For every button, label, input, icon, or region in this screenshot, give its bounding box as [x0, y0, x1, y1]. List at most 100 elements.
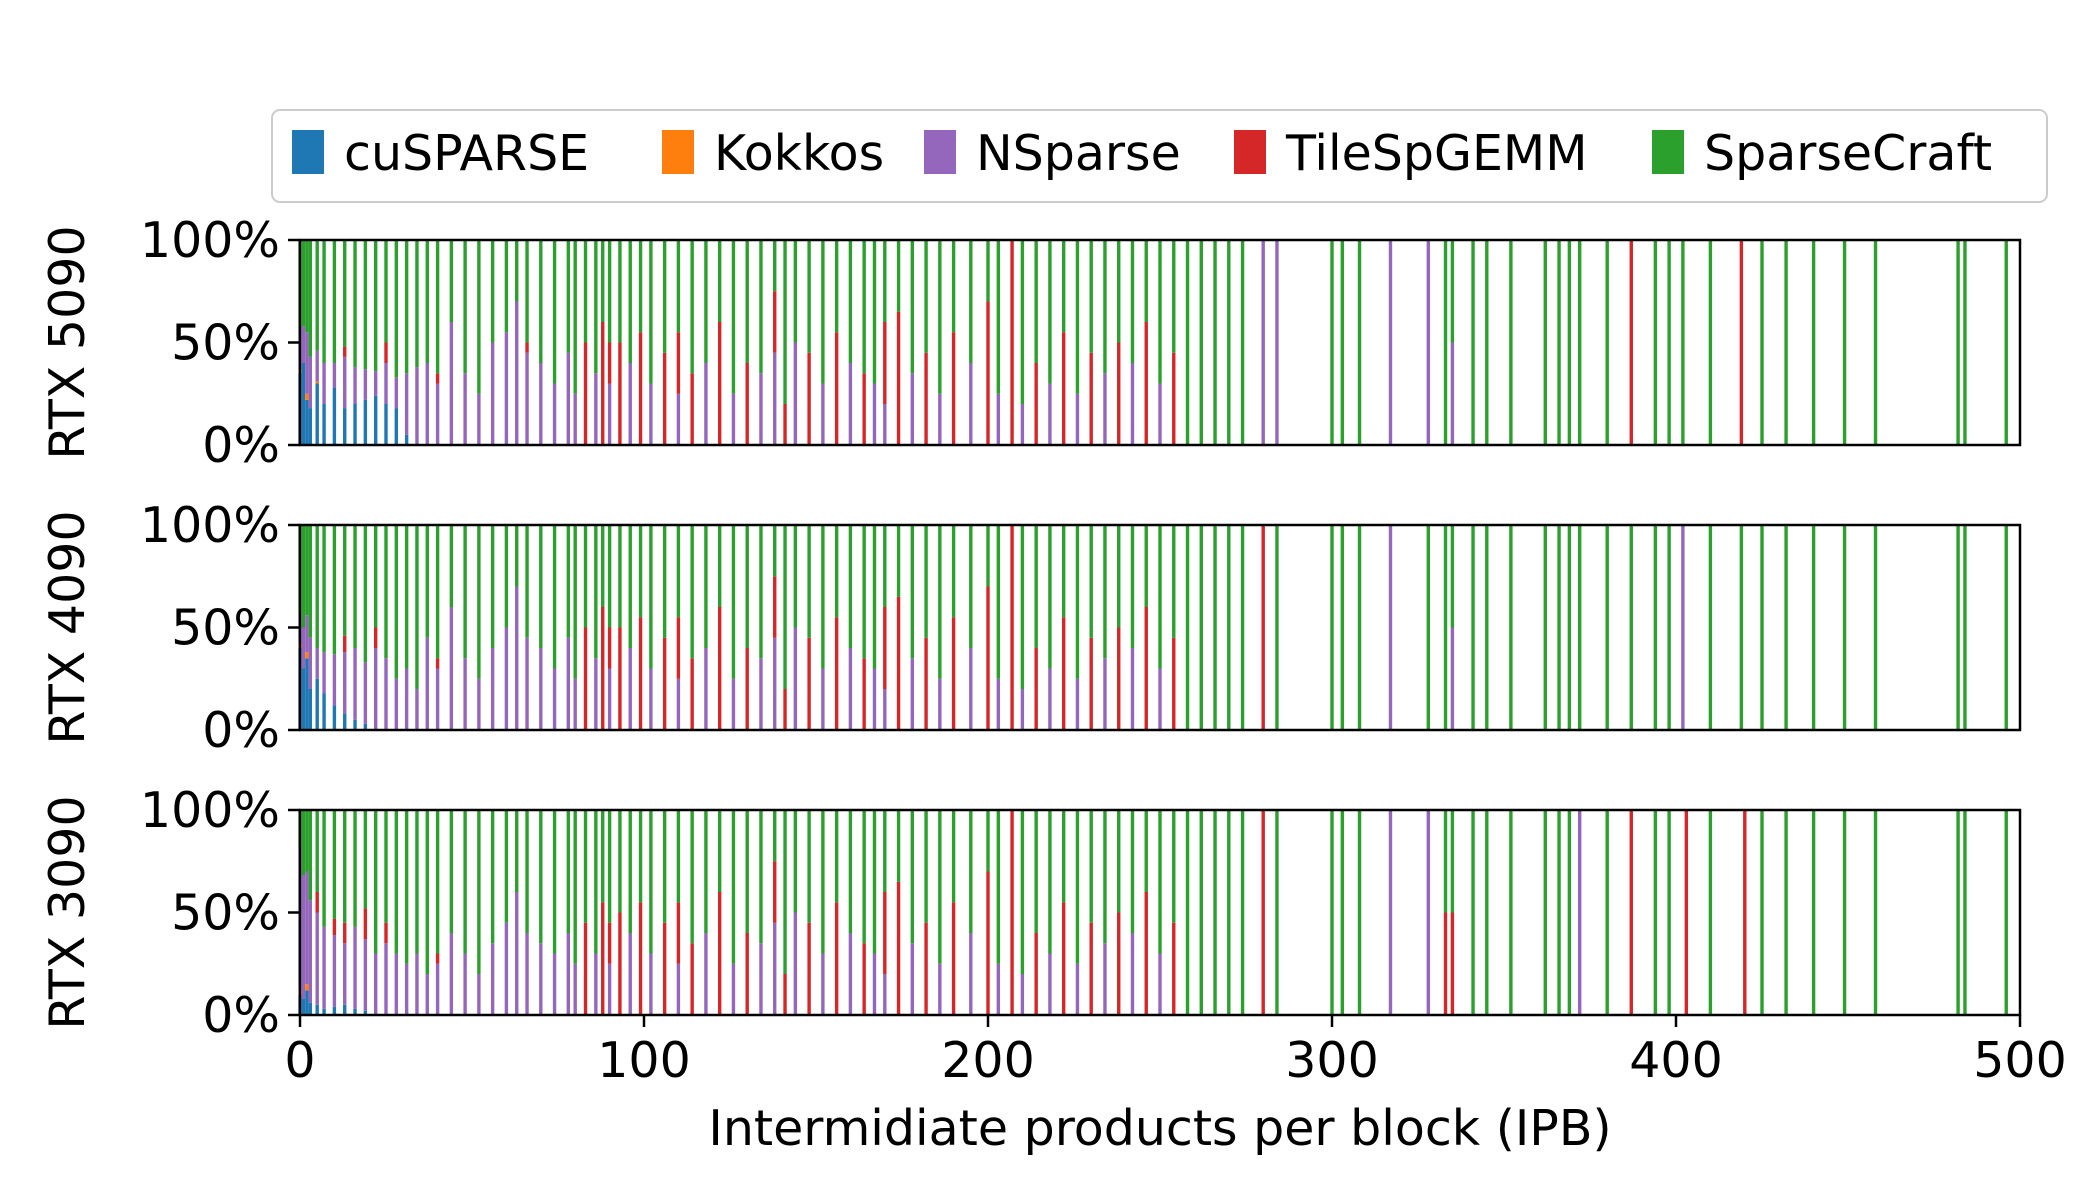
bar-segment	[1605, 240, 1609, 445]
x-tick-label: 400	[1629, 1032, 1723, 1089]
bar-segment	[539, 810, 543, 944]
bar-segment	[938, 963, 942, 1015]
bar-segment	[1061, 902, 1066, 1015]
bar-segment	[1275, 240, 1279, 445]
bar-segment	[834, 332, 839, 445]
bar-segment	[704, 525, 708, 648]
panel: 0% 50% 100% RTX 5090	[39, 212, 2022, 474]
bar-segment	[807, 352, 811, 445]
bar-segment	[435, 383, 440, 445]
bar-segment	[1443, 240, 1448, 445]
bar-segment	[504, 627, 509, 730]
bar-segment	[504, 810, 509, 923]
bar-segment	[872, 668, 877, 730]
bar-segment	[1103, 373, 1107, 445]
bar-segment	[1130, 363, 1135, 445]
bar-segment	[394, 810, 399, 954]
legend-label: SparseCraft	[1704, 125, 1992, 182]
bar-segment	[332, 525, 337, 655]
bar-segment	[773, 810, 777, 862]
bar-segment	[1450, 240, 1455, 343]
bar-segment	[552, 383, 557, 445]
bar-segment	[552, 668, 557, 730]
bar-segment	[594, 658, 598, 730]
bar-segment	[322, 363, 326, 404]
bar-segment	[308, 356, 313, 409]
bar-segment	[308, 810, 313, 901]
bar-segment	[435, 658, 440, 669]
bar-segment	[662, 637, 667, 730]
bar-segment	[594, 240, 598, 374]
bar-segment	[384, 342, 388, 363]
bar-segment	[773, 352, 777, 445]
bar-segment	[628, 810, 632, 933]
bar-segment	[1653, 810, 1658, 1015]
bar-segment	[924, 240, 928, 353]
bar-segment	[1340, 525, 1345, 730]
bar-segment	[552, 240, 557, 384]
bar-segment	[731, 810, 736, 964]
bar-segment	[1543, 525, 1547, 730]
bar-segment	[938, 525, 942, 679]
bar-segment	[353, 810, 357, 927]
bar-segment	[690, 240, 694, 374]
bar-segment	[449, 607, 454, 730]
bar-segment	[773, 861, 777, 923]
bar-segment	[384, 525, 388, 659]
bar-segment	[986, 525, 990, 587]
bar-segment	[449, 525, 454, 607]
bar-segment	[315, 381, 319, 384]
bar-segment	[717, 810, 722, 892]
bar-segment	[1426, 810, 1431, 1015]
bar-segment	[649, 810, 653, 954]
bar-segment	[951, 240, 956, 333]
bar-segment	[373, 240, 378, 372]
bar-segment	[515, 892, 519, 1015]
bar-segment	[363, 1010, 368, 1015]
bar-segment	[308, 1002, 313, 1015]
bar-segment	[862, 373, 866, 445]
bar-segment	[363, 810, 368, 909]
bar-segment	[638, 332, 643, 445]
bar-segment	[1963, 240, 1967, 445]
bar-segment	[1760, 240, 1764, 445]
bar-segment	[986, 301, 990, 445]
bar-segment	[1653, 525, 1658, 730]
bar-segment	[690, 525, 694, 659]
bar-segment	[938, 810, 942, 964]
bar-segment	[394, 408, 399, 445]
bar-segment	[525, 240, 529, 343]
bar-segment	[676, 393, 681, 445]
bar-segment	[343, 922, 347, 944]
bar-segment	[1130, 810, 1135, 933]
bar-segment	[1185, 810, 1190, 1015]
bar-segment	[862, 240, 866, 374]
bar-segment	[862, 810, 866, 944]
bar-segment	[539, 943, 543, 1015]
bar-segment	[690, 810, 694, 944]
bar-segment	[415, 525, 419, 689]
bar-segment	[583, 342, 588, 445]
bar-segment	[1048, 668, 1052, 730]
bar-segment	[353, 367, 357, 404]
bar-segment	[848, 525, 853, 648]
bar-segment	[490, 648, 495, 730]
bar-segment	[404, 810, 409, 964]
bar-segment	[834, 617, 839, 730]
panels: 0% 50% 100% RTX 5090 0% 50% 100% RTX 4090 0% 50% 1…	[39, 212, 2022, 1044]
bar-segment	[618, 525, 622, 628]
bar-segment	[1144, 240, 1148, 322]
bar-segment	[463, 810, 467, 954]
bar-segment	[910, 943, 915, 1015]
bar-segment	[783, 525, 787, 689]
bar-segment	[573, 678, 577, 730]
bar-segment	[1340, 810, 1345, 1015]
bar-segment	[628, 363, 632, 445]
bar-segment	[1034, 933, 1038, 1015]
bar-segment	[1471, 240, 1475, 445]
bar-segment	[449, 240, 454, 322]
bar-segment	[1784, 525, 1788, 730]
bar-segment	[872, 810, 877, 954]
bar-segment	[301, 875, 306, 999]
bar-segment	[384, 810, 388, 923]
